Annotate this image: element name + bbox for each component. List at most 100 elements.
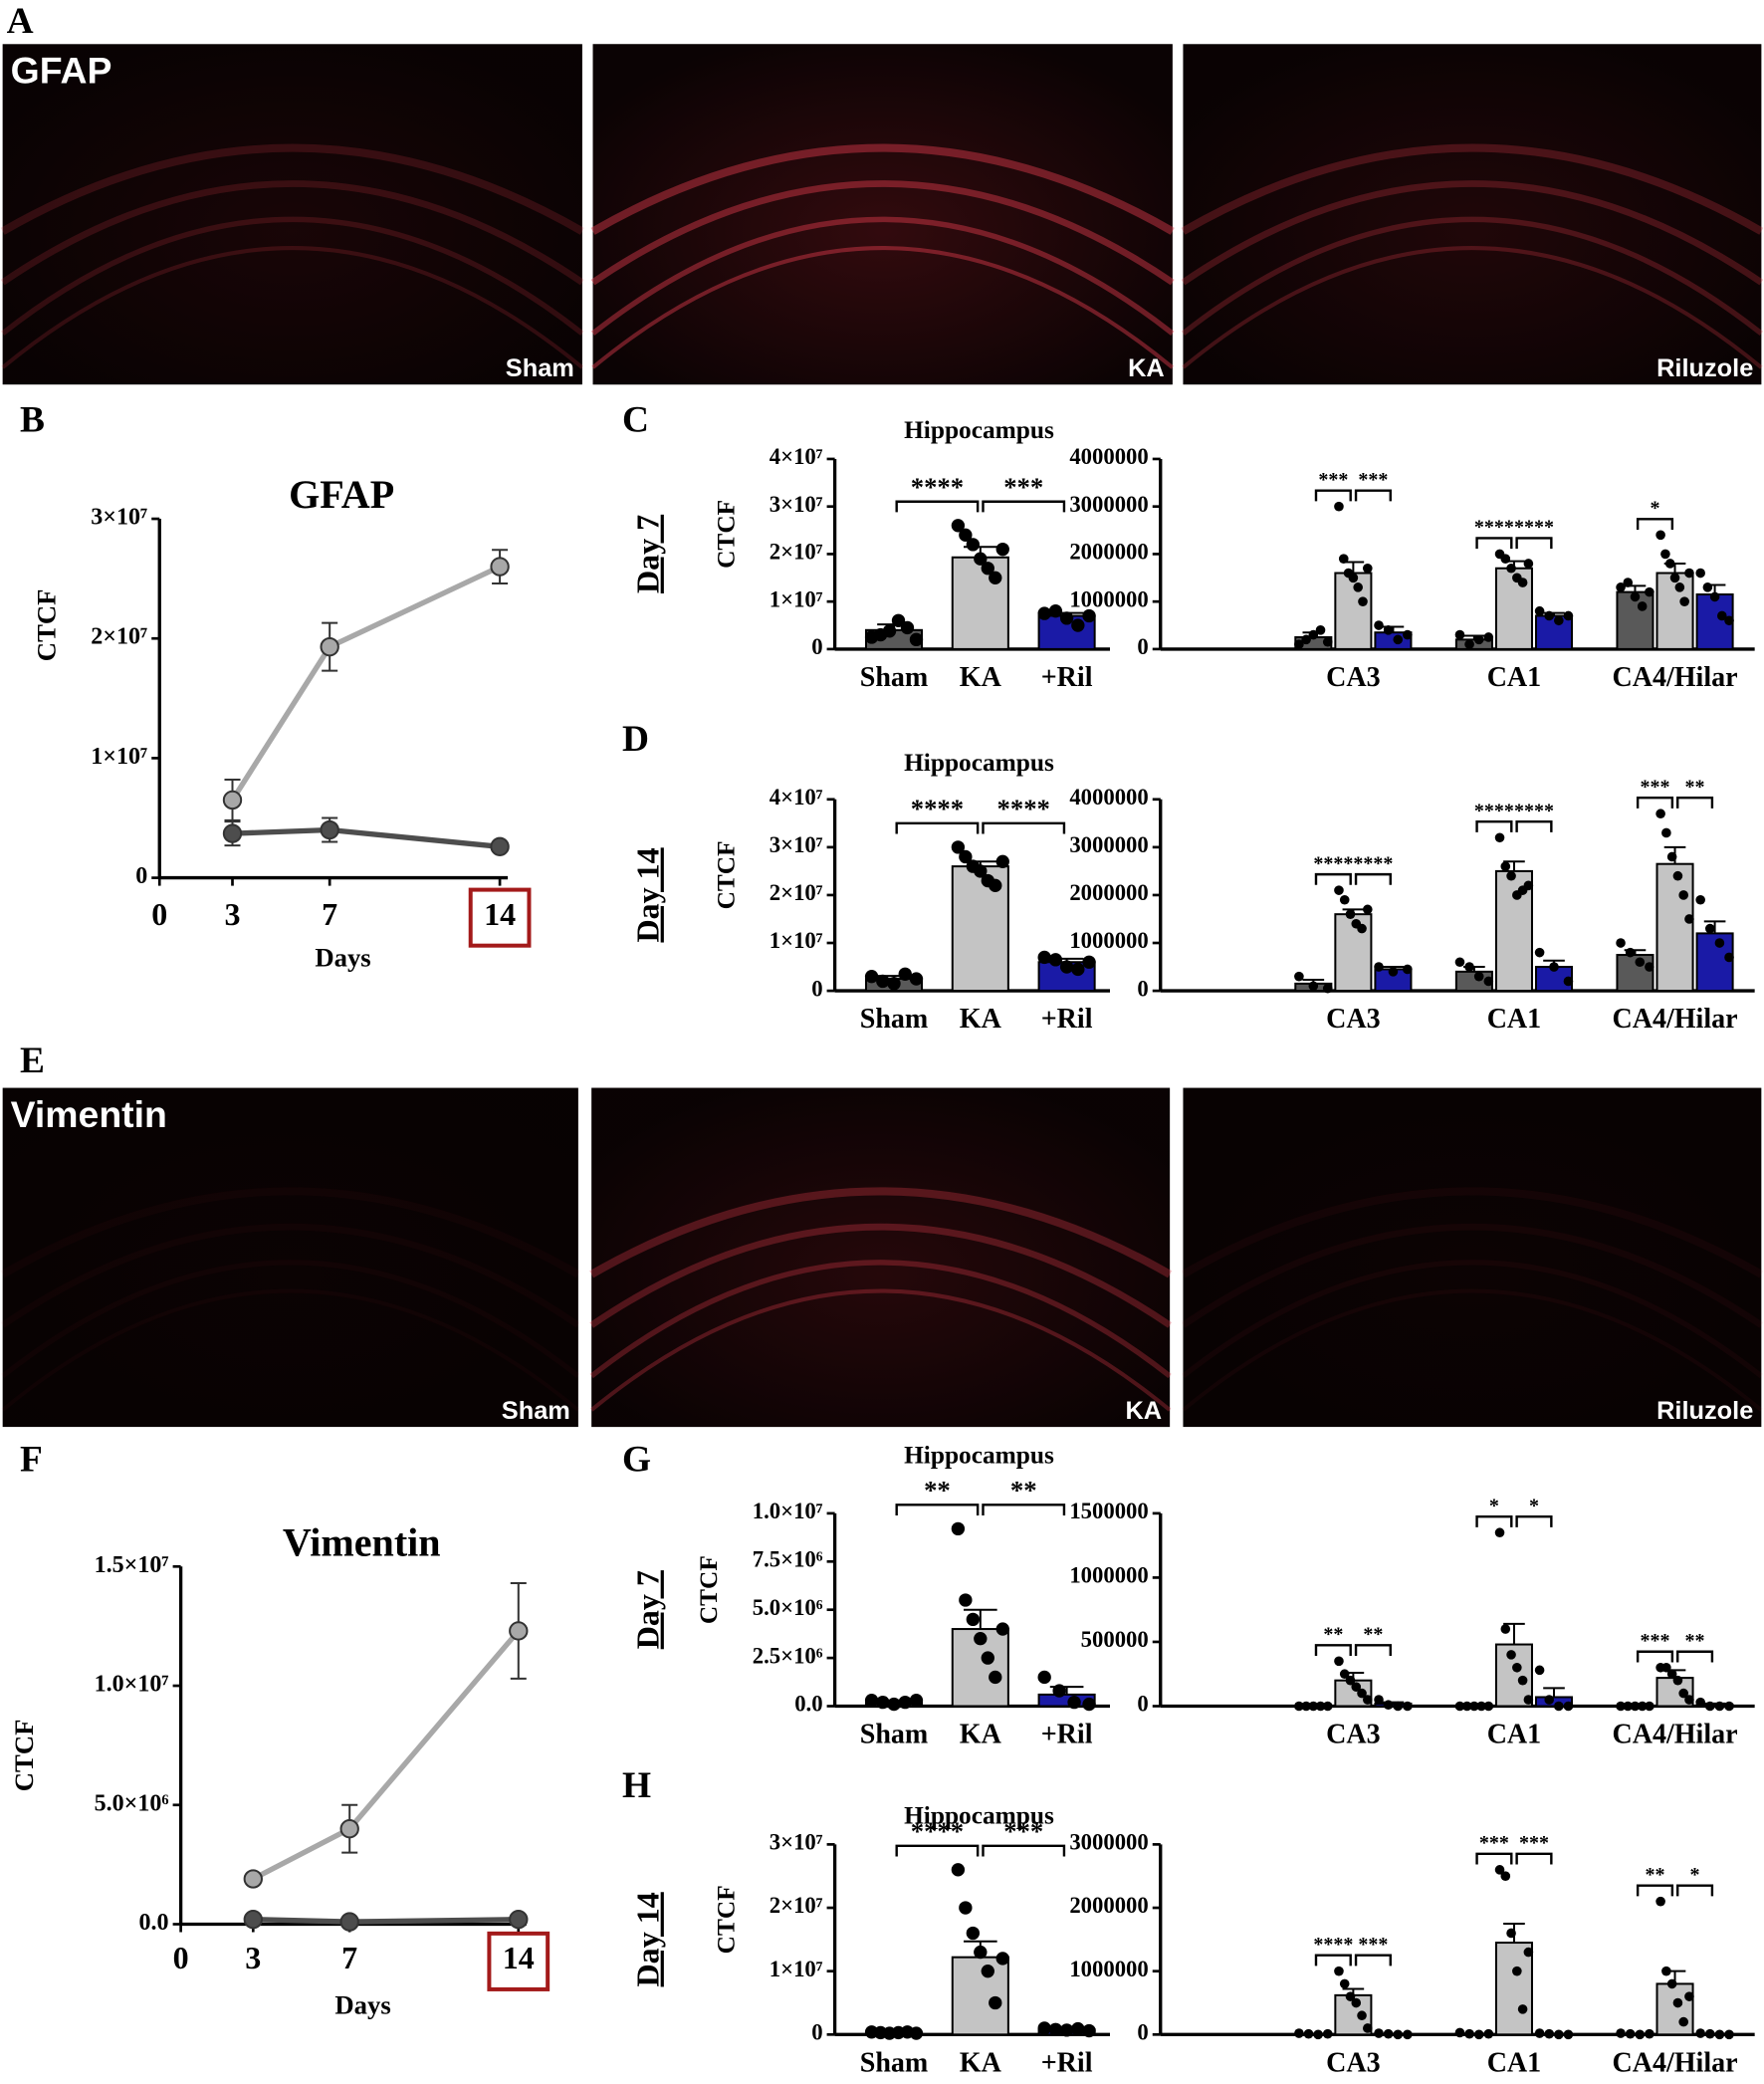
significance-label: **** [911,1816,964,1846]
data-point [1554,1701,1564,1712]
data-point [1374,1695,1384,1705]
data-point [1709,591,1720,602]
x-axis-title: Days [315,943,370,973]
data-point [339,1819,359,1839]
data-point [1374,620,1384,630]
y-tick-label: 4000000 [1069,785,1148,810]
y-tick-label: 1×10⁷ [91,744,147,770]
data-point [1322,2028,1333,2039]
highlight-box [487,1931,551,1991]
data-point [1338,554,1349,565]
data-point [1082,1697,1096,1712]
significance-bracket [1354,872,1392,885]
tissue-band [589,1260,1172,1379]
data-point [1473,971,1484,982]
significance-label: ** [1685,1630,1705,1652]
data-point [1454,957,1465,968]
significance-label: **** [1514,517,1554,539]
data-point [1523,880,1534,891]
significance-bracket [1475,537,1513,550]
significance-bracket [1636,1650,1674,1663]
tissue-band [590,216,1175,336]
chart-title: Vimentin [283,1519,441,1564]
data-point [1461,1701,1472,1712]
data-point [1339,1669,1350,1680]
tissue-band [1181,1260,1763,1379]
data-point [1702,582,1713,592]
data-point [1357,1688,1367,1699]
data-point [1059,611,1074,625]
data-point [1563,610,1574,621]
data-point [898,967,912,981]
data-point [1048,2022,1063,2036]
x-tick-label: CA4/Hilar [1612,1004,1737,1035]
data-point [1345,1675,1356,1686]
data-point [966,1612,981,1627]
data-point [320,819,339,840]
bar [1655,862,1694,993]
data-point [1512,1662,1522,1673]
data-point [1454,629,1465,640]
x-tick-label: Sham [860,2047,929,2078]
data-point [1672,1997,1683,2008]
bar [1334,572,1373,650]
data-point [966,1926,981,1941]
data-point [1635,2029,1646,2040]
data-point [1512,1966,1522,1976]
data-point [1362,904,1373,915]
data-point [1082,955,1096,969]
tissue-band [1181,216,1763,336]
panel-letter: H [622,1765,651,1806]
y-tick-label: 3×10⁷ [770,1830,823,1855]
y-tick-label: 1000000 [1069,586,1148,611]
significance-bracket [1515,1852,1553,1865]
data-point [1322,1701,1333,1712]
data-point [1534,605,1545,616]
panel-letter: D [622,719,649,760]
data-point [1616,2028,1626,2038]
data-point [1714,938,1725,948]
data-point [1500,554,1511,565]
chart-title: Hippocampus [904,416,1054,444]
data-point [1362,563,1373,574]
significance-label: **** [997,794,1050,823]
condition-label: Riluzole [1656,1397,1753,1425]
y-tick-label: 0.0 [139,1910,169,1936]
significance-bracket [1676,1884,1714,1897]
significance-bracket [982,1504,1066,1516]
x-tick-label: CA3 [1326,2047,1381,2078]
micrograph-glow [592,44,1173,385]
data-point [1666,851,1677,862]
data-point [1339,1978,1350,1989]
bar [1655,572,1694,650]
panel-letter: E [20,1041,45,1081]
significance-label: ** [924,1475,951,1505]
data-point [1494,1527,1505,1538]
data-point [1678,890,1688,900]
data-point [1724,952,1734,963]
significance-bracket [1354,1644,1392,1656]
bar [1695,932,1734,993]
significance-bracket [1676,796,1714,809]
significance-bracket [1636,1884,1674,1897]
bar [951,556,1009,650]
x-tick-label: CA3 [1326,662,1381,693]
x-tick-label: CA4/Hilar [1612,2047,1737,2078]
data-point [1523,1947,1534,1958]
bar [1534,614,1574,650]
data-point [1473,2029,1484,2040]
y-tick-label: 4×10⁷ [770,785,823,810]
significance-label: ** [1323,1624,1343,1646]
significance-bracket [895,1504,980,1516]
data-point [882,624,897,638]
y-tick-label: 2×10⁷ [770,1893,823,1918]
tissue-band [589,1288,1172,1412]
y-tick-label: 2000000 [1069,880,1148,905]
significance-label: **** [1313,852,1353,874]
y-tick-label: 2×10⁷ [91,624,147,650]
data-point [974,1945,988,1960]
bar [951,1956,1009,2036]
y-tick-label: 3000000 [1069,492,1148,517]
tissue-band [1181,1223,1764,1328]
data-point [1037,606,1051,620]
